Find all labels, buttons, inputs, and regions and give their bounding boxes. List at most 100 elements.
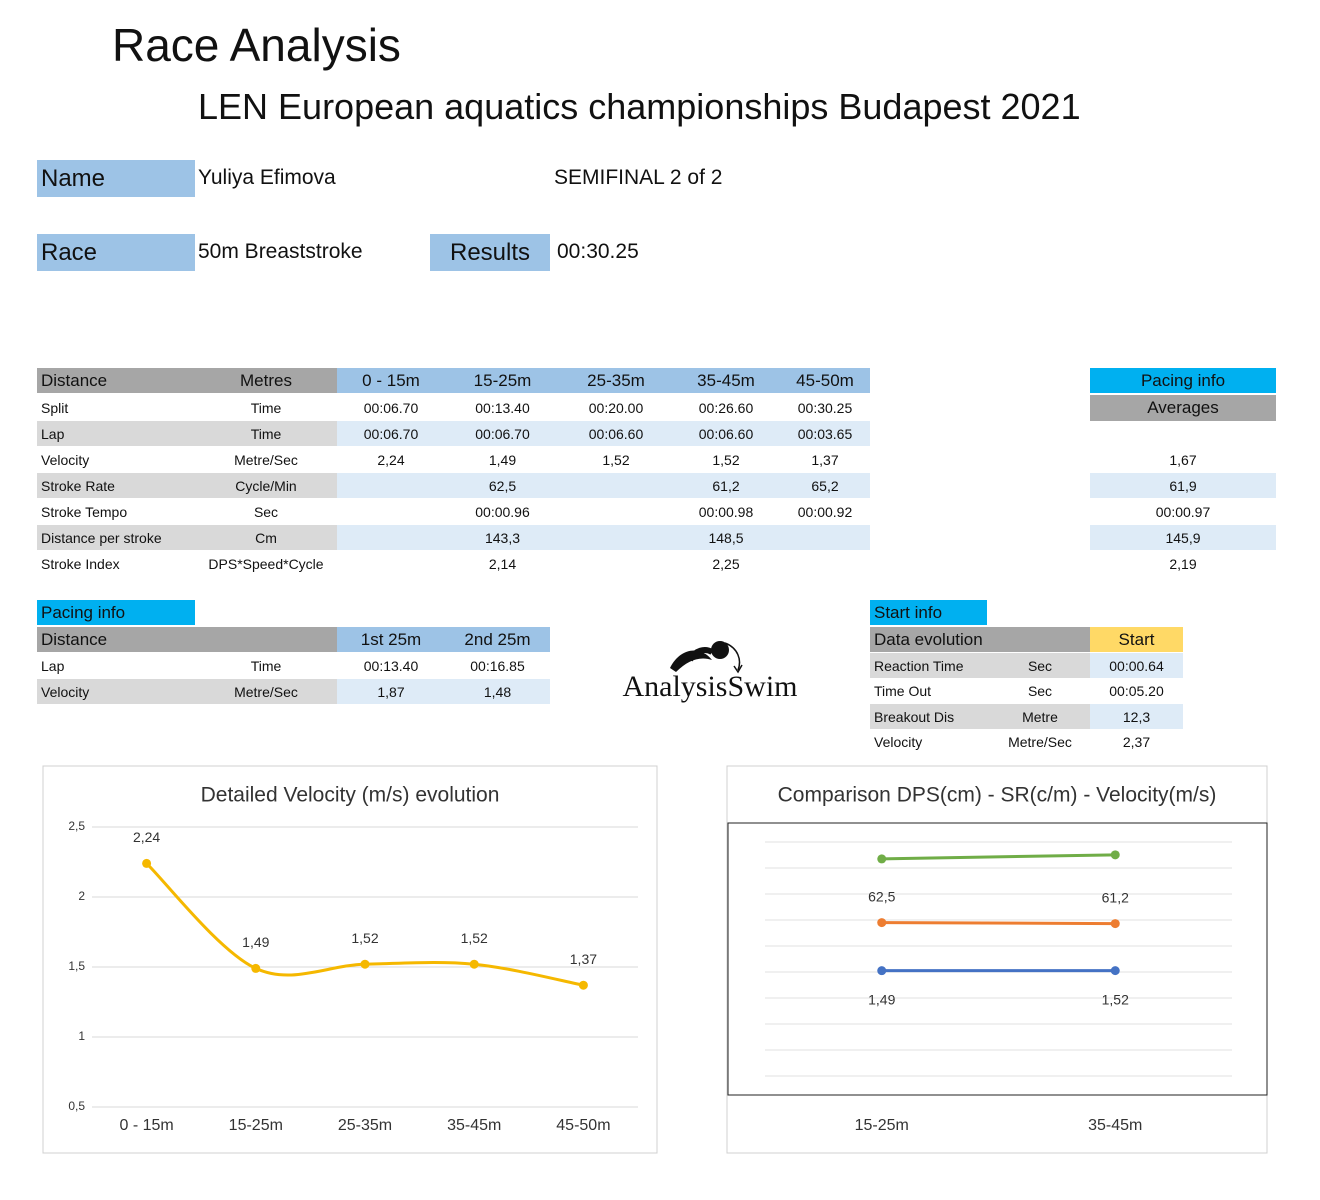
table-cell: 00:00.64 <box>1090 653 1183 678</box>
table-cell: 148,5 <box>672 525 780 550</box>
table-cell <box>780 525 870 550</box>
table-cell <box>780 551 870 576</box>
table-cell: Lap <box>41 657 65 674</box>
logo-icon <box>670 641 743 674</box>
table-cell: 1,48 <box>445 679 550 704</box>
table-title: Start info <box>870 600 987 625</box>
table-cell: Breakout Dis <box>870 704 990 729</box>
table-cell: 1,87 <box>337 679 445 704</box>
table-cell <box>560 525 672 550</box>
table-cell <box>1090 421 1276 446</box>
table-cell: 00:06.60 <box>672 421 780 446</box>
table-header: Metres <box>195 368 337 393</box>
logo: AnalysisSwim <box>622 670 798 703</box>
table-header: Averages <box>1090 395 1276 421</box>
table-cell: Metre/Sec <box>234 451 298 468</box>
point <box>877 966 887 976</box>
table-cell: Stroke Rate <box>37 473 195 498</box>
x-tick-label: 35-45m <box>447 1117 501 1134</box>
table-cell: DPS*Speed*Cycle <box>208 555 324 572</box>
table-cell: Velocity <box>37 679 195 704</box>
series-line <box>881 921 1116 926</box>
table-cell: 2,19 <box>1169 555 1197 572</box>
plot-frame <box>727 822 1268 1096</box>
table-cell: 1,67 <box>1169 451 1197 468</box>
data-label: 1,52 <box>351 930 378 946</box>
data-label: 62,5 <box>868 888 895 904</box>
table-cell: 00:06.60 <box>560 421 672 446</box>
table-cell: 00:30.25 <box>797 399 853 416</box>
point <box>142 858 152 868</box>
table-cell: 2,24 <box>377 451 405 468</box>
table-cell: Lap <box>37 421 195 446</box>
table-cell: Split <box>41 399 69 416</box>
table-cell: Distance per stroke <box>37 525 195 550</box>
x-tick-label: 15-25m <box>855 1117 909 1134</box>
point <box>877 854 887 864</box>
table-cell: 1,52 <box>602 451 630 468</box>
table-cell: Sec <box>1027 683 1053 699</box>
table-cell: 143,3 <box>445 525 560 550</box>
point <box>1110 850 1120 860</box>
table-cell: 00:16.85 <box>470 657 525 674</box>
data-label: 2,24 <box>133 829 160 845</box>
y-tick-label: 1 <box>78 1029 85 1043</box>
table-cell: Stroke Index <box>41 555 120 572</box>
data-label: 1,49 <box>868 991 895 1007</box>
table-cell: 00:00.98 <box>698 503 754 520</box>
series-line <box>881 853 1116 861</box>
label-box: Results <box>430 234 550 271</box>
table-cell: Cycle/Min <box>195 473 337 498</box>
table-header: Distance <box>37 368 195 393</box>
table-header: 45-50m <box>780 368 870 393</box>
table-cell: Sec <box>990 653 1090 678</box>
table-header: 25-35m <box>560 368 672 393</box>
table-cell: 145,9 <box>1090 525 1276 550</box>
table-cell: 00:03.65 <box>780 421 870 446</box>
table-cell: 00:00.97 <box>1155 503 1211 520</box>
chart-title: Detailed Velocity (m/s) evolution <box>201 784 500 807</box>
value: 00:30.25 <box>557 240 639 263</box>
table-cell: Cm <box>195 525 337 550</box>
table-header: 35-45m <box>672 368 780 393</box>
table-cell: 61,2 <box>672 473 780 498</box>
point <box>469 959 479 969</box>
table-cell <box>560 473 672 498</box>
table-header: 1st 25m <box>337 627 445 652</box>
table-cell: 00:05.20 <box>1109 683 1164 699</box>
table-cell: 00:00.96 <box>475 503 530 520</box>
point <box>1110 966 1120 976</box>
table-cell: Stroke Tempo <box>41 503 128 520</box>
table-cell: Sec <box>253 503 279 520</box>
table-header: 0 - 15m <box>337 368 445 393</box>
x-tick-label: 15-25m <box>229 1117 283 1134</box>
data-label: 61,2 <box>1102 889 1129 905</box>
table-cell: 00:20.00 <box>588 399 644 416</box>
table-cell: 2,25 <box>712 555 740 572</box>
table-cell: Metre <box>990 704 1090 729</box>
y-tick-label: 2,5 <box>68 819 85 833</box>
y-tick-label: 1,5 <box>68 959 85 973</box>
table-title: Pacing info <box>37 600 195 625</box>
point <box>251 963 261 973</box>
table-cell: 12,3 <box>1090 704 1183 729</box>
table-header: 2nd 25m <box>445 627 550 652</box>
table-cell: Time <box>250 399 282 416</box>
table-cell: Metre/Sec <box>1008 734 1072 750</box>
x-tick-label: 45-50m <box>556 1117 610 1134</box>
y-tick-label: 2 <box>78 889 85 903</box>
x-tick-label: 0 - 15m <box>119 1117 173 1134</box>
table-cell: Velocity <box>41 451 90 468</box>
value: SEMIFINAL 2 of 2 <box>554 166 723 189</box>
x-tick-label: 25-35m <box>338 1117 392 1134</box>
table-cell: 00:26.60 <box>698 399 754 416</box>
table-cell: 61,9 <box>1090 473 1276 498</box>
label-box: Name <box>37 160 195 197</box>
table-title: Pacing info <box>1090 368 1276 393</box>
table-cell: 1,52 <box>712 451 740 468</box>
point <box>877 918 887 928</box>
table-cell <box>560 499 672 524</box>
value: Yuliya Efimova <box>198 166 336 189</box>
